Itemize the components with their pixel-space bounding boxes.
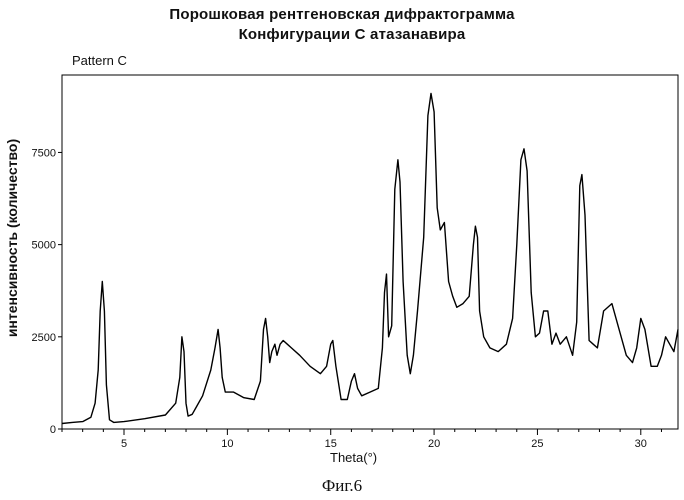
diffraction-series-line (61, 92, 679, 425)
x-tick-label: 30 (635, 438, 647, 450)
x-tick-label: 10 (221, 438, 233, 450)
pattern-label: Pattern C (72, 53, 127, 68)
x-tick-label: 15 (325, 438, 337, 450)
x-tick-label: 20 (428, 438, 440, 450)
x-axis-ticks: 5 10 15 20 25 30 (61, 429, 662, 450)
y-tick-label: 0 (50, 424, 56, 436)
figure-caption: Фиг.6 (321, 476, 363, 495)
chart-subtitle: Конфигурации С атазанавира (238, 26, 466, 43)
chart-title: Порошковая рентгеновская дифрактограмма (169, 6, 515, 23)
x-tick-label: 5 (121, 438, 127, 450)
x-tick-label: 25 (531, 438, 543, 450)
x-axis-label: Theta(°) (330, 450, 378, 465)
y-axis-ticks: 0 2500 5000 7500 (32, 147, 62, 436)
y-tick-label: 7500 (32, 147, 56, 159)
y-tick-label: 2500 (32, 332, 56, 344)
plot-frame (61, 74, 679, 430)
y-tick-label: 5000 (32, 240, 56, 252)
